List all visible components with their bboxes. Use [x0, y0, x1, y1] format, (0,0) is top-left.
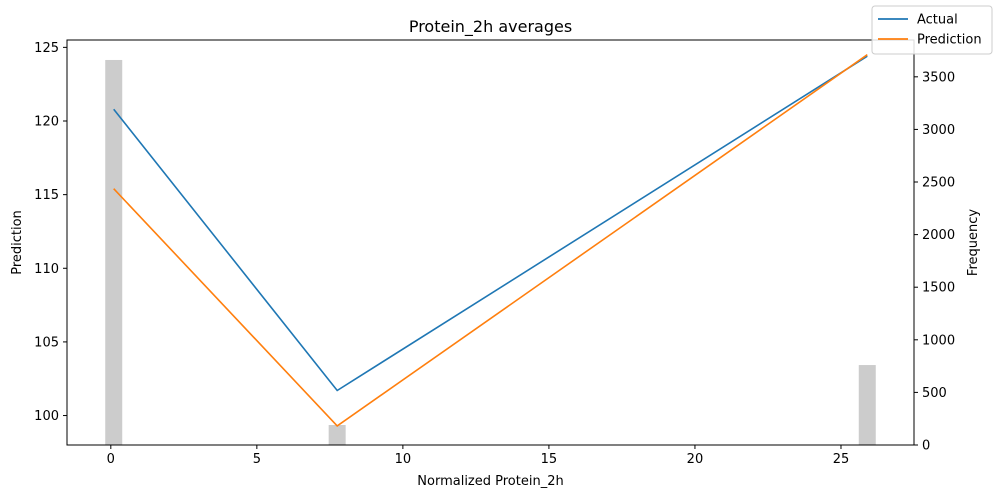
- histogram-bar: [858, 365, 876, 445]
- x-axis-ticks: 0 5 10 15 20 25: [107, 445, 850, 467]
- y-tick-label: 100: [34, 409, 59, 424]
- y2-tick-label: 1500: [922, 281, 955, 296]
- y2-tick-label: 2500: [922, 176, 955, 191]
- y-tick-label: 115: [34, 188, 59, 203]
- plot-frame: [66, 39, 915, 446]
- legend-box: [871, 5, 993, 55]
- histogram-bar: [328, 425, 346, 445]
- y2-tick-label: 3000: [922, 123, 955, 138]
- series-line-actual: [113, 55, 868, 392]
- y-tick-label: 110: [34, 262, 59, 277]
- y2-axis-label: Frequency: [966, 209, 981, 276]
- series-lines: [113, 54, 868, 427]
- histogram-bar: [105, 59, 123, 446]
- y2-axis-ticks: 0 500 1000 1500 2000 2500 3000 3500: [914, 70, 955, 454]
- histogram-bars: [105, 59, 876, 446]
- y-tick-label: 120: [34, 115, 59, 130]
- legend-label-actual: Actual: [917, 13, 958, 28]
- chart-title: Protein_2h averages: [409, 17, 572, 37]
- legend: Actual Prediction: [871, 5, 993, 55]
- x-tick-label: 25: [833, 452, 850, 467]
- x-tick-label: 15: [541, 452, 558, 467]
- legend-label-prediction: Prediction: [917, 33, 982, 48]
- y2-tick-label: 3500: [922, 70, 955, 85]
- y2-tick-label: 500: [922, 386, 947, 401]
- y-axis-ticks: 100 105 110 115 120 125: [34, 41, 67, 424]
- x-tick-label: 5: [253, 452, 261, 467]
- y2-tick-label: 1000: [922, 333, 955, 348]
- x-tick-label: 10: [395, 452, 412, 467]
- y-tick-label: 125: [34, 41, 59, 56]
- series-line-prediction: [113, 54, 868, 427]
- x-tick-label: 0: [107, 452, 115, 467]
- y2-tick-label: 2000: [922, 228, 955, 243]
- x-axis-label: Normalized Protein_2h: [417, 474, 563, 489]
- y2-tick-label: 0: [922, 439, 930, 454]
- y-axis-label: Prediction: [10, 210, 25, 275]
- y-tick-label: 105: [34, 335, 59, 350]
- x-tick-label: 20: [687, 452, 704, 467]
